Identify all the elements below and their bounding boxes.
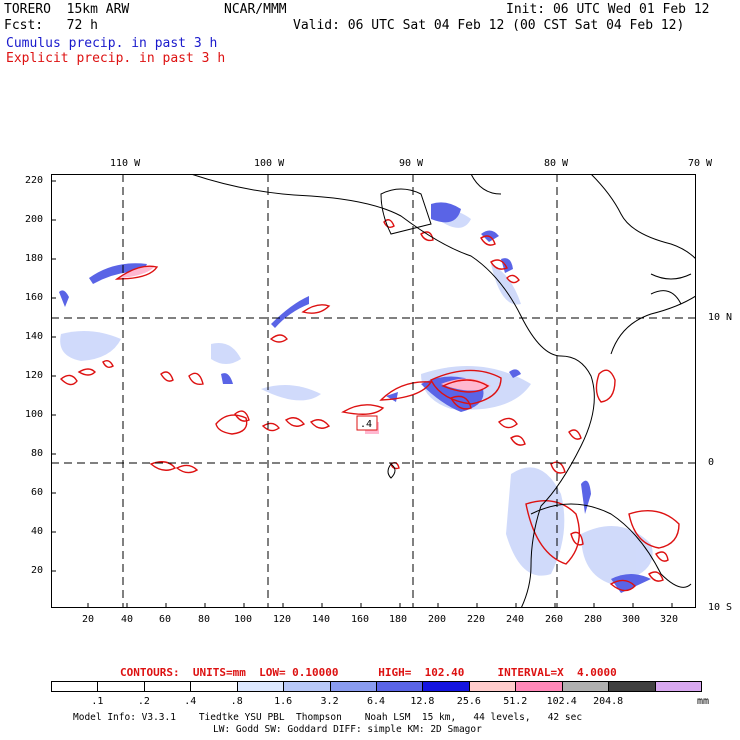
colorbar-swatch bbox=[329, 681, 377, 692]
colorbar-swatch bbox=[190, 681, 238, 692]
value-label: .4 bbox=[360, 419, 372, 430]
x-tick: 280 bbox=[584, 614, 603, 625]
model-title: TORERO 15km ARW bbox=[4, 2, 130, 17]
colorbar-label: .4 bbox=[184, 696, 197, 707]
colorbar-label: .1 bbox=[91, 696, 104, 707]
lon-label-80w: 80 W bbox=[544, 158, 569, 169]
latlon-grid bbox=[51, 174, 696, 608]
lat-label-10s: 10 S bbox=[708, 602, 733, 613]
y-tick: 80 bbox=[31, 448, 44, 459]
colorbar-label: 204.8 bbox=[593, 696, 624, 707]
explicit-contours bbox=[59, 219, 680, 592]
colorbar-label: 1.6 bbox=[274, 696, 293, 707]
colorbar-swatch bbox=[608, 681, 656, 692]
x-tick: 60 bbox=[159, 614, 172, 625]
x-tick: 100 bbox=[234, 614, 253, 625]
lon-label-90w: 90 W bbox=[399, 158, 424, 169]
colorbar-swatch bbox=[515, 681, 563, 692]
y-tick: 220 bbox=[25, 175, 44, 186]
colorbar-label: .2 bbox=[137, 696, 150, 707]
colorbar-swatch bbox=[468, 681, 517, 692]
y-tick: 180 bbox=[25, 253, 44, 264]
x-tick: 20 bbox=[82, 614, 95, 625]
x-tick: 220 bbox=[467, 614, 486, 625]
y-tick: 20 bbox=[31, 565, 44, 576]
precip-map: .4 bbox=[51, 174, 696, 608]
x-tick: 260 bbox=[545, 614, 564, 625]
lat-label-10n: 10 N bbox=[708, 312, 733, 323]
colorbar-label: 3.2 bbox=[320, 696, 339, 707]
x-tick: 200 bbox=[428, 614, 447, 625]
lon-label-70w: 70 W bbox=[688, 158, 713, 169]
colorbar-swatch bbox=[143, 681, 192, 692]
y-tick: 200 bbox=[25, 214, 44, 225]
x-tick: 80 bbox=[198, 614, 211, 625]
x-tick: 120 bbox=[273, 614, 292, 625]
x-tick: 180 bbox=[389, 614, 408, 625]
x-tick: 160 bbox=[351, 614, 370, 625]
y-tick: 120 bbox=[25, 370, 44, 381]
y-tick: 140 bbox=[25, 331, 44, 342]
lon-label-100w: 100 W bbox=[254, 158, 285, 169]
y-tick: 40 bbox=[31, 526, 44, 537]
colorbar-swatch bbox=[376, 681, 424, 692]
model-info: Model Info: V3.3.1 Tiedtke YSU PBL Thomp… bbox=[73, 712, 583, 723]
colorbar-label: 12.8 bbox=[410, 696, 435, 707]
colorbar-swatch bbox=[561, 681, 610, 692]
value-label-box bbox=[356, 415, 378, 431]
colorbar-label: 51.2 bbox=[503, 696, 528, 707]
physics-info: LW: Godd SW: Goddard DIFF: simple KM: 2D… bbox=[213, 724, 482, 735]
colorbar-label: 25.6 bbox=[456, 696, 481, 707]
coastlines bbox=[190, 174, 696, 608]
x-tick: 40 bbox=[121, 614, 134, 625]
org-label: NCAR/MMM bbox=[224, 2, 287, 17]
colorbar-label: .8 bbox=[230, 696, 243, 707]
colorbar-swatch bbox=[283, 681, 331, 692]
y-tick: 100 bbox=[25, 409, 44, 420]
legend-cumulus: Cumulus precip. in past 3 h bbox=[6, 36, 218, 51]
colorbar-swatch bbox=[422, 681, 470, 692]
colorbar-swatch bbox=[97, 681, 145, 692]
x-tick: 300 bbox=[622, 614, 641, 625]
contour-info: CONTOURS: UNITS=mm LOW= 0.10000 HIGH= 10… bbox=[120, 666, 617, 679]
colorbar-label: 6.4 bbox=[366, 696, 386, 707]
colorbar-unit: mm bbox=[697, 696, 710, 707]
colorbar-swatch bbox=[51, 681, 99, 692]
colorbar-swatch bbox=[236, 681, 285, 692]
y-tick: 160 bbox=[25, 292, 44, 303]
lon-label-110w: 110 W bbox=[110, 158, 141, 169]
valid-time: Valid: 06 UTC Sat 04 Feb 12 (00 CST Sat … bbox=[293, 18, 685, 33]
x-tick: 320 bbox=[660, 614, 679, 625]
colorbar-swatch bbox=[654, 681, 702, 692]
forecast-hour: Fcst: 72 h bbox=[4, 18, 98, 33]
lat-label-0: 0 bbox=[708, 457, 715, 468]
x-tick: 240 bbox=[506, 614, 525, 625]
legend-explicit: Explicit precip. in past 3 h bbox=[6, 51, 226, 66]
y-tick: 60 bbox=[31, 487, 44, 498]
init-time: Init: 06 UTC Wed 01 Feb 12 bbox=[506, 2, 710, 17]
x-tick: 140 bbox=[312, 614, 331, 625]
colorbar-label: 102.4 bbox=[546, 696, 577, 707]
